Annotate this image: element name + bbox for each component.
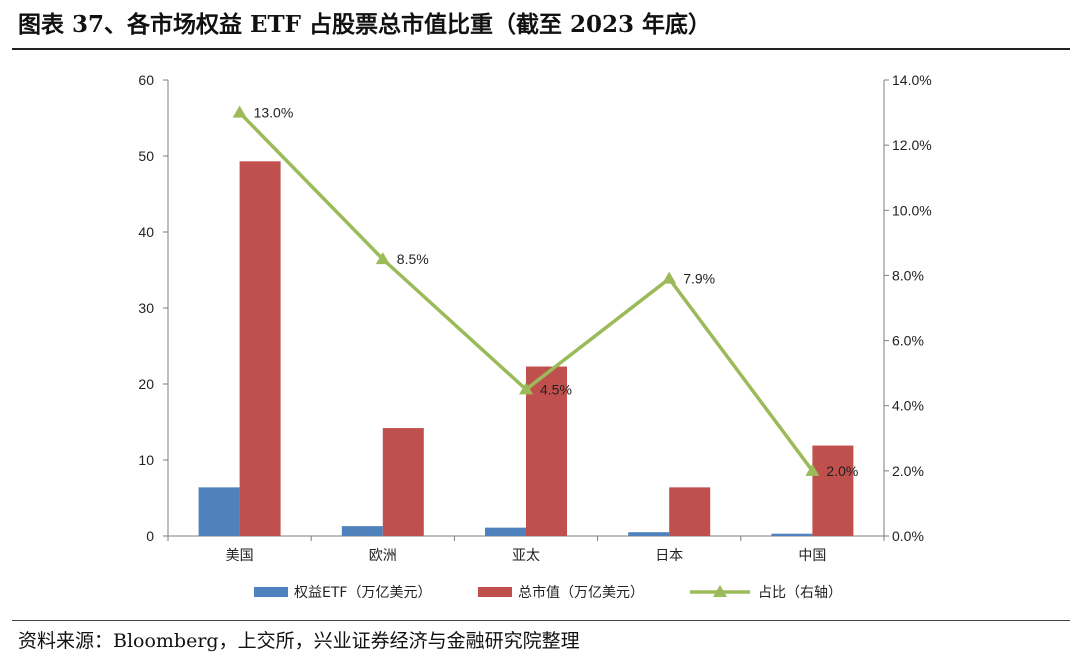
source-note: 资料来源：Bloomberg，上交所，兴业证券经济与金融研究院整理 [18,630,580,652]
legend-swatch-share-marker [713,585,727,597]
left-tick-label: 0 [146,528,154,544]
line-data-label: 2.0% [826,463,858,479]
x-category-label: 中国 [798,548,826,564]
left-tick-label: 20 [138,376,154,392]
x-category-label: 美国 [226,548,254,564]
left-tick-label: 60 [138,72,154,88]
legend-swatch-equity-etf [254,587,288,597]
legend-label-total-market-cap: 总市值（万亿美元） [518,584,644,601]
left-tick-label: 50 [138,148,154,164]
chart-legend: 权益ETF（万亿美元） 总市值（万亿美元） 占比（右轴） [254,584,842,601]
bar-total-market-cap [669,487,711,536]
bar-equity-etf [485,527,526,536]
left-tick-label: 30 [138,300,154,316]
chart-axes: 0 10 20 30 40 50 60 0.0% 2.0% 4.0% 6.0% 8.0% 10.0% 12… [138,72,931,564]
right-tick-label: 4.0% [892,398,924,414]
right-tick-label: 0.0% [892,528,924,544]
right-tick-label: 14.0% [892,72,932,88]
line-marker-triangle [805,463,820,476]
line-marker-triangle [519,382,533,395]
right-tick-label: 12.0% [892,137,932,153]
title-divider [12,48,1070,50]
line-marker-triangle [375,252,390,265]
bar-equity-etf [198,487,240,536]
legend-swatch-total-market-cap [478,587,512,597]
right-tick-label: 10.0% [892,202,932,218]
line-data-label: 7.9% [683,271,715,287]
line-data-label: 4.5% [540,381,572,397]
right-tick-label: 2.0% [892,463,924,479]
right-tick-label: 8.0% [892,267,924,283]
left-tick-label: 40 [138,224,154,240]
line-data-label: 8.5% [397,251,429,267]
bar-total-market-cap [812,445,854,536]
x-category-label: 欧洲 [369,548,397,564]
legend-label-share: 占比（右轴） [758,585,842,601]
bar-total-market-cap [382,428,424,536]
chart-line [232,105,820,476]
source-divider [12,620,1070,621]
combo-chart: 0 10 20 30 40 50 60 0.0% 2.0% 4.0% 6.0% 8.0% 10.0% 12… [138,72,931,601]
left-tick-label: 10 [138,452,154,468]
chart-title: 图表 37、各市场权益 ETF 占股票总市值比重（截至 2023 年底） [18,11,712,38]
line-marker-triangle [232,105,247,118]
line-data-label: 13.0% [254,105,294,121]
chart-labels: 13.0% 8.5% 4.5% 7.9% 2.0% [254,105,859,479]
x-category-label: 亚太 [512,548,540,564]
legend-label-equity-etf: 权益ETF（万亿美元） [294,585,431,601]
bar-total-market-cap [239,161,281,536]
line-marker-triangle [662,271,677,284]
bar-equity-etf [341,526,383,536]
x-category-label: 日本 [655,548,683,564]
bar-equity-etf [628,532,670,536]
bar-total-market-cap [526,366,567,536]
chart-bars [198,161,854,536]
bar-equity-etf [771,533,813,536]
right-tick-label: 6.0% [892,333,924,349]
